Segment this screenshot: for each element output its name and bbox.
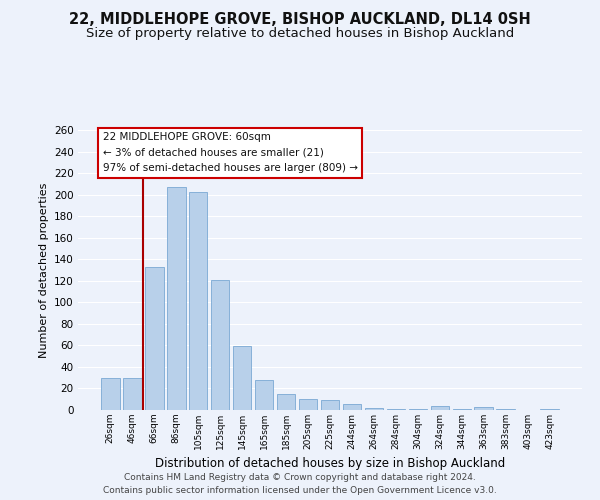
Bar [101,378,119,410]
Bar [496,409,515,410]
Text: 22, MIDDLEHOPE GROVE, BISHOP AUCKLAND, DL14 0SH: 22, MIDDLEHOPE GROVE, BISHOP AUCKLAND, D… [69,12,531,28]
Bar [343,404,361,410]
Bar [233,346,251,410]
Bar [541,409,559,410]
Bar [452,409,471,410]
Bar [386,409,405,410]
Text: 22 MIDDLEHOPE GROVE: 60sqm
← 3% of detached houses are smaller (21)
97% of semi-: 22 MIDDLEHOPE GROVE: 60sqm ← 3% of detac… [103,132,358,173]
Bar [189,192,208,410]
Bar [123,378,142,410]
Bar [475,407,493,410]
Bar [365,408,383,410]
Bar [320,400,340,410]
Bar [277,394,295,410]
Y-axis label: Number of detached properties: Number of detached properties [38,182,49,358]
Text: Contains public sector information licensed under the Open Government Licence v3: Contains public sector information licen… [103,486,497,495]
Bar [299,399,317,410]
Bar [145,267,164,410]
Bar [409,409,427,410]
Text: Size of property relative to detached houses in Bishop Auckland: Size of property relative to detached ho… [86,28,514,40]
Bar [431,406,449,410]
Text: Contains HM Land Registry data © Crown copyright and database right 2024.: Contains HM Land Registry data © Crown c… [124,472,476,482]
Bar [211,280,229,410]
X-axis label: Distribution of detached houses by size in Bishop Auckland: Distribution of detached houses by size … [155,458,505,470]
Bar [167,187,185,410]
Bar [255,380,274,410]
